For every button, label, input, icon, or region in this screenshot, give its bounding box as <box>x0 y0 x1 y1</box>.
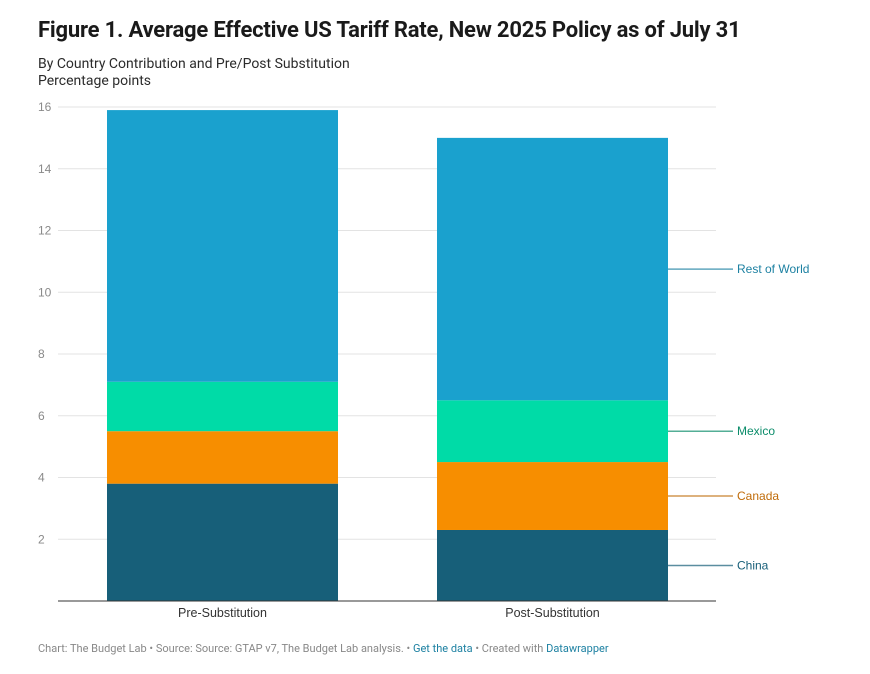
series-label-mexico: Mexico <box>737 424 775 438</box>
y-tick-label: 2 <box>38 532 45 546</box>
bar-segment-rest-of-world <box>437 137 668 401</box>
footer-sep: • <box>146 642 156 655</box>
bar-segment-china <box>107 483 338 601</box>
datawrapper-link[interactable]: Datawrapper <box>546 642 609 655</box>
bar-segment-mexico <box>437 400 668 463</box>
chart-footer: Chart: The Budget Lab • Source: Source: … <box>38 642 609 655</box>
y-tick-label: 10 <box>38 285 52 299</box>
bar-segment-mexico <box>107 381 338 432</box>
x-tick-label: Post-Substitution <box>505 606 600 620</box>
y-tick-label: 6 <box>38 409 45 423</box>
bar-segment-china <box>437 529 668 601</box>
y-tick-label: 16 <box>38 100 52 114</box>
series-labels: China Canada Mexico Rest of World <box>668 262 809 572</box>
y-tick-label: 8 <box>38 347 45 361</box>
source-note: Source: Source: GTAP v7, The Budget Lab … <box>155 642 404 655</box>
bar-segment-rest-of-world <box>107 110 338 382</box>
chart-title: Figure 1. Average Effective US Tariff Ra… <box>38 18 741 43</box>
created-with-text: Created with <box>481 642 544 655</box>
y-tick-label: 12 <box>38 224 52 238</box>
series-label-rest-of-world: Rest of World <box>737 262 809 276</box>
unit-label: Percentage points <box>38 73 152 89</box>
series-label-canada: Canada <box>737 489 779 503</box>
series-label-china: China <box>737 558 769 572</box>
bar-segment-canada <box>107 431 338 484</box>
y-tick-label: 14 <box>38 162 52 176</box>
stacked-bar-chart: 2 4 6 8 10 12 14 16 Pre-Substitution Post-Substit… <box>38 100 809 620</box>
footer-sep: • <box>472 642 482 655</box>
chart-credit: Chart: The Budget Lab <box>38 642 147 655</box>
chart-subtitle: By Country Contribution and Pre/Post Sub… <box>38 56 350 72</box>
y-tick-label: 4 <box>38 471 45 485</box>
bars <box>107 110 668 601</box>
axes: 2 4 6 8 10 12 14 16 Pre-Substitution Post-Substit… <box>38 100 716 620</box>
x-tick-label: Pre-Substitution <box>178 606 267 620</box>
get-data-link[interactable]: Get the data <box>412 642 473 655</box>
bar-segment-canada <box>437 462 668 530</box>
footer-sep: • <box>403 642 413 655</box>
